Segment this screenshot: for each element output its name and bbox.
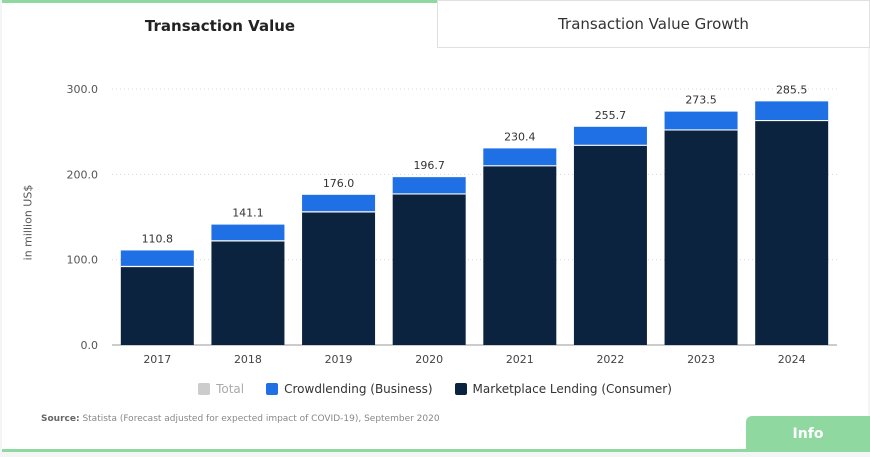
legend-swatch-crowdlending	[266, 383, 279, 395]
legend-swatch-marketplace	[454, 383, 467, 395]
bar-total-label: 196.7	[413, 159, 445, 172]
bar-crowdlending	[392, 177, 466, 194]
bar-crowdlending	[573, 126, 647, 146]
bar-total-label: 230.4	[504, 130, 536, 143]
x-tick-label: 2017	[143, 353, 171, 366]
y-tick-label: 0.0	[81, 339, 99, 352]
info-button[interactable]: Info	[746, 416, 870, 452]
x-tick-label: 2019	[325, 353, 353, 366]
bar-crowdlending	[664, 111, 738, 130]
source-text: Statista (Forecast adjusted for expected…	[82, 414, 440, 424]
tab-transaction-value[interactable]: Transaction Value	[2, 0, 438, 48]
bar-total-label: 273.5	[685, 94, 717, 107]
x-tick-label: 2020	[415, 353, 443, 366]
bar-crowdlending	[120, 250, 194, 267]
legend-item-marketplace[interactable]: Marketplace Lending (Consumer)	[454, 382, 672, 396]
legend-item-crowdlending[interactable]: Crowdlending (Business)	[266, 382, 433, 396]
bar-crowdlending	[302, 194, 376, 212]
bar-crowdlending	[755, 101, 829, 121]
bar-marketplace-lending	[664, 129, 738, 345]
bar-marketplace-lending	[392, 193, 466, 345]
x-tick-label: 2018	[234, 353, 262, 366]
x-tick-label: 2023	[687, 353, 715, 366]
x-tick-label: 2021	[506, 353, 534, 366]
bar-chart: 0.0 100.0 200.0 300.0 110.8 2017 141.1 2018 176.…	[67, 83, 837, 366]
legend-label-marketplace: Marketplace Lending (Consumer)	[472, 382, 672, 396]
bar-total-label: 110.8	[142, 232, 174, 245]
bar-total-label: 176.0	[323, 177, 355, 190]
legend-swatch-total	[198, 383, 211, 395]
bar-crowdlending	[483, 148, 557, 166]
tab-transaction-value-growth[interactable]: Transaction Value Growth	[437, 0, 870, 48]
y-tick-label: 100.0	[67, 254, 99, 267]
bar-total-label: 285.5	[776, 83, 808, 96]
bar-marketplace-lending	[120, 266, 194, 345]
bar-marketplace-lending	[755, 120, 829, 345]
legend-item-total[interactable]: Total	[198, 382, 244, 396]
x-tick-label: 2024	[778, 353, 806, 366]
bar-total-label: 141.1	[232, 207, 264, 220]
legend: Total Crowdlending (Business) Marketplac…	[0, 382, 870, 396]
legend-label-total: Total	[216, 382, 245, 396]
source-note: Source: Statista (Forecast adjusted for …	[41, 414, 440, 424]
legend-label-crowdlending: Crowdlending (Business)	[284, 382, 433, 396]
source-prefix: Source:	[41, 414, 80, 424]
bar-marketplace-lending	[211, 240, 285, 345]
y-tick-label: 200.0	[67, 168, 99, 181]
x-tick-label: 2022	[596, 353, 624, 366]
bar-marketplace-lending	[573, 145, 647, 345]
bar-marketplace-lending	[302, 211, 376, 345]
bar-marketplace-lending	[483, 165, 557, 345]
y-tick-label: 300.0	[67, 83, 99, 96]
bar-total-label: 255.7	[595, 109, 627, 122]
bar-crowdlending	[211, 224, 285, 241]
